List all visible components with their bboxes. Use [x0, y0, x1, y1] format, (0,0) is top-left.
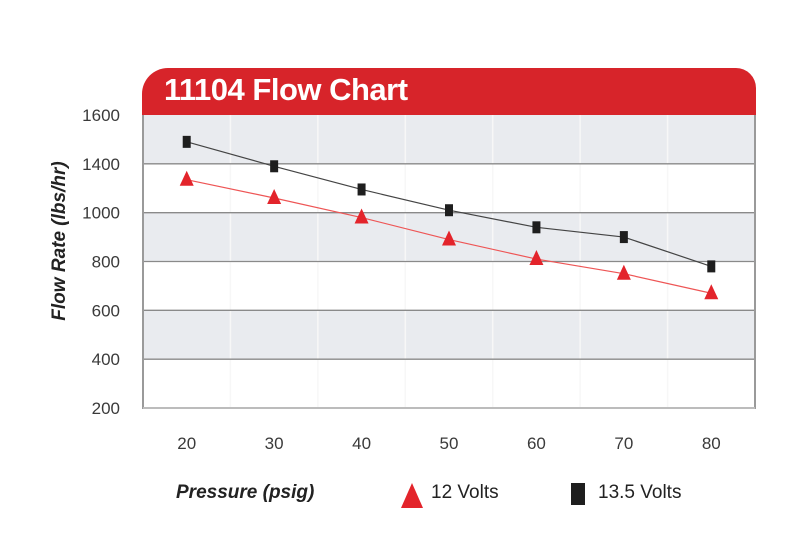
y-tick-label: 200 [92, 399, 120, 418]
data-point-square [182, 135, 191, 148]
x-tick-label: 40 [352, 434, 371, 453]
grid-band [143, 359, 755, 408]
y-tick-label: 1400 [82, 155, 120, 174]
x-tick-label: 60 [527, 434, 546, 453]
x-axis-label: Pressure (psig) [176, 482, 315, 503]
data-point-triangle [354, 208, 369, 224]
legend-square-icon [571, 483, 585, 505]
x-tick-label: 80 [702, 434, 721, 453]
data-point-triangle [616, 264, 631, 280]
title-banner [142, 68, 756, 115]
x-tick-label: 70 [614, 434, 633, 453]
legend-13-5-volts: 13.5 Volts [598, 482, 682, 503]
data-point-triangle [179, 170, 194, 186]
data-point-square [619, 231, 628, 244]
legend-12-volts: 12 Volts [431, 482, 499, 503]
y-tick-label: 600 [92, 301, 120, 320]
grid-band [143, 115, 755, 164]
y-tick-label: 1000 [82, 204, 120, 223]
x-tick-label: 50 [440, 434, 459, 453]
grid-band [143, 261, 755, 311]
y-tick-label: 1600 [82, 106, 120, 125]
grid-band [143, 310, 755, 360]
data-point-square [707, 260, 716, 273]
data-point-triangle [529, 250, 544, 266]
data-point-square [270, 160, 279, 173]
y-axis-label: Flow Rate (lbs/hr) [49, 161, 70, 321]
chart-title: 11104 Flow Chart [164, 72, 408, 107]
data-point-triangle [442, 230, 456, 246]
data-point-triangle [267, 189, 282, 205]
x-tick-label: 20 [177, 434, 196, 453]
y-tick-label: 400 [92, 350, 120, 369]
data-point-square [532, 221, 541, 234]
data-point-square [445, 204, 453, 217]
legend-triangle-icon [401, 483, 423, 508]
data-point-triangle [704, 284, 719, 300]
x-tick-label: 30 [265, 434, 284, 453]
data-point-square [357, 183, 366, 196]
y-tick-label: 800 [92, 253, 120, 272]
